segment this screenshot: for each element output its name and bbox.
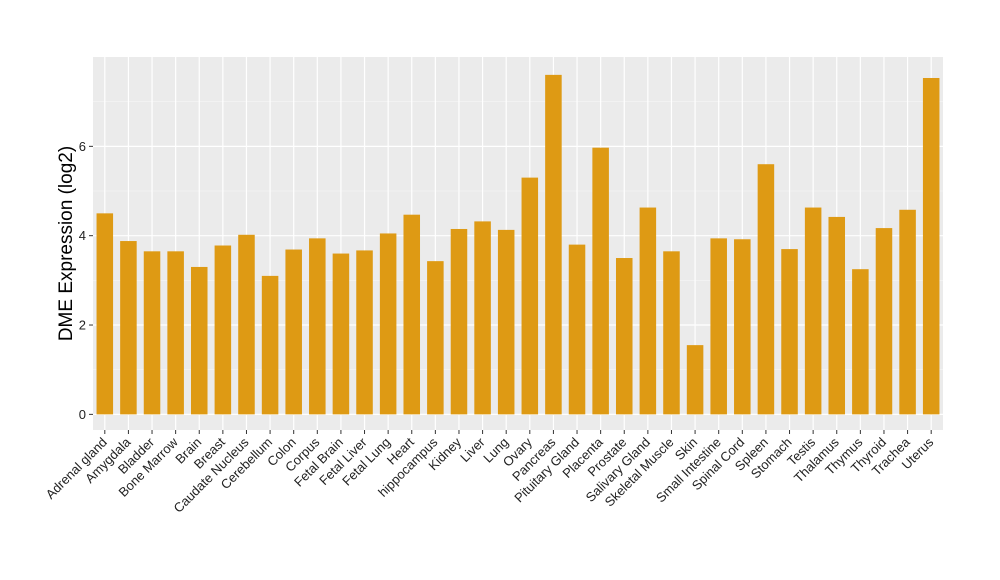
bar — [403, 214, 421, 415]
bar — [521, 177, 539, 415]
bar — [734, 239, 751, 415]
y-tick-label: 2 — [79, 318, 86, 333]
bar — [309, 238, 326, 415]
bar — [332, 253, 350, 415]
plot-panel — [93, 57, 943, 430]
bar — [379, 233, 397, 415]
bar — [120, 241, 137, 415]
bar — [427, 261, 444, 415]
bar — [899, 209, 916, 415]
bar — [710, 238, 727, 415]
bar — [804, 207, 822, 415]
bar — [497, 229, 515, 415]
bar — [167, 251, 184, 415]
y-tick-label: 4 — [79, 228, 86, 243]
bar — [568, 244, 586, 415]
bar — [828, 216, 846, 415]
bar — [356, 250, 373, 415]
bar — [545, 74, 562, 415]
bar — [96, 213, 114, 415]
bar — [663, 251, 680, 415]
bar — [757, 164, 775, 415]
bar — [615, 258, 633, 415]
bar — [639, 207, 657, 415]
bar — [261, 275, 279, 415]
bar — [474, 221, 491, 415]
bar — [875, 228, 893, 415]
bar — [214, 245, 232, 415]
bar — [592, 147, 609, 415]
y-tick-label: 0 — [79, 407, 86, 422]
bar — [686, 345, 704, 415]
bar — [190, 266, 208, 415]
y-axis-title: DME Expression (log2) — [56, 146, 77, 341]
y-axis: 0 2 4 6 — [79, 139, 93, 422]
x-tick-label: Liver — [457, 434, 488, 465]
bar — [285, 249, 302, 415]
bars — [96, 74, 940, 415]
bar — [450, 228, 468, 415]
y-tick-label: 6 — [79, 139, 86, 154]
bar — [781, 249, 798, 415]
bar — [143, 251, 161, 415]
bar — [852, 269, 869, 415]
bar — [922, 77, 940, 415]
bar — [238, 234, 255, 415]
